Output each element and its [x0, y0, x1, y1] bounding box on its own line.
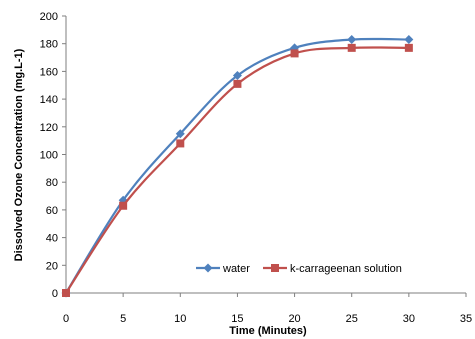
x-axis-title: Time (Minutes): [229, 325, 307, 337]
x-tick-label: 10: [174, 313, 186, 325]
y-tick-label: 120: [40, 122, 58, 134]
legend-swatch: [196, 263, 220, 273]
y-tick-label: 0: [52, 288, 58, 300]
legend-marker: [203, 263, 213, 273]
x-tick-label: 35: [460, 313, 472, 325]
y-tick-label: 20: [46, 260, 58, 272]
data-point: [62, 289, 70, 297]
y-tick-label: 40: [46, 233, 58, 245]
x-tick-label: 30: [403, 313, 415, 325]
data-point: [119, 201, 128, 210]
x-tick-label: 15: [231, 313, 243, 325]
legend-marker: [271, 264, 279, 272]
legend-swatch: [263, 264, 287, 272]
y-tick-label: 80: [46, 177, 58, 189]
data-point: [347, 43, 356, 52]
series-1: [62, 43, 413, 297]
legend-label-water: water: [222, 263, 250, 275]
data-point: [233, 79, 242, 88]
data-point: [232, 71, 242, 81]
y-tick-label: 180: [40, 39, 58, 51]
data-point: [404, 43, 413, 52]
data-point: [175, 129, 185, 139]
y-tick-label: 160: [40, 66, 58, 78]
y-axis-title: Dissolved Ozone Concentration (mg.L-1): [13, 48, 25, 261]
x-tick-label: 0: [63, 313, 69, 325]
y-tick-label: 60: [46, 205, 58, 217]
x-axis-ticks: 0 5 10 15 20 25 30 35: [63, 293, 472, 325]
y-tick-label: 200: [40, 11, 58, 23]
legend-item-k-carrageenan: k-carrageenan solution: [263, 263, 402, 275]
series-layer: [61, 35, 414, 298]
legend: water k-carrageenan solution: [196, 263, 402, 275]
x-tick-label: 25: [346, 313, 358, 325]
data-point: [290, 49, 299, 58]
legend-item-water: water: [196, 263, 250, 275]
data-point: [404, 35, 414, 45]
y-axis-ticks: 0 20 40 60 80 100 120 140 160 180 200: [40, 11, 66, 300]
data-point: [347, 35, 357, 45]
x-tick-label: 5: [120, 313, 126, 325]
x-tick-label: 20: [288, 313, 300, 325]
y-tick-label: 100: [40, 150, 58, 162]
series-0: [61, 35, 414, 298]
legend-label-k-carrageenan: k-carrageenan solution: [290, 263, 402, 275]
y-tick-label: 140: [40, 94, 58, 106]
data-point: [176, 139, 185, 148]
